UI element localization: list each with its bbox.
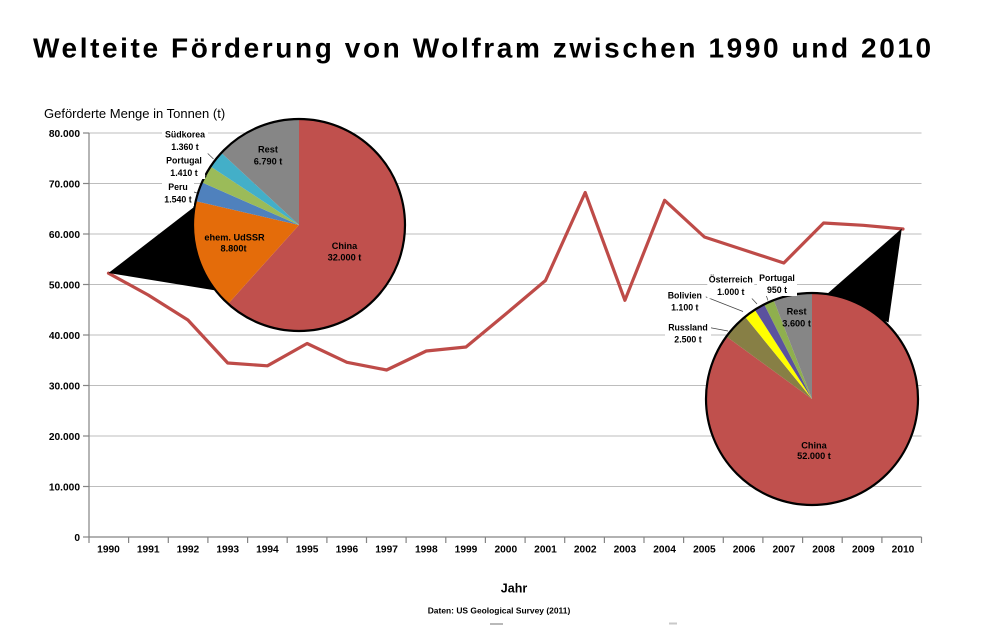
svg-text:ehem. UdSSR: ehem. UdSSR xyxy=(204,232,265,242)
svg-text:2001: 2001 xyxy=(534,545,557,556)
svg-text:2005: 2005 xyxy=(693,545,716,556)
svg-text:10.000: 10.000 xyxy=(49,482,80,493)
svg-text:1995: 1995 xyxy=(296,545,319,556)
svg-text:Geförderte Menge in Tonnen (t): Geförderte Menge in Tonnen (t) xyxy=(44,106,225,121)
svg-text:China: China xyxy=(801,441,827,451)
svg-text:China: China xyxy=(332,241,358,251)
svg-text:2000: 2000 xyxy=(494,545,517,556)
svg-text:1.000 t: 1.000 t xyxy=(717,287,744,297)
svg-text:2006: 2006 xyxy=(733,545,756,556)
svg-text:Jahr: Jahr xyxy=(501,582,528,596)
svg-text:2009: 2009 xyxy=(852,545,875,556)
svg-text:950 t: 950 t xyxy=(767,285,787,295)
svg-text:Österreich: Österreich xyxy=(709,275,753,285)
svg-text:1998: 1998 xyxy=(415,545,438,556)
svg-text:2004: 2004 xyxy=(653,545,676,556)
svg-text:1.360 t: 1.360 t xyxy=(171,142,198,152)
svg-text:1993: 1993 xyxy=(216,545,239,556)
svg-text:80.000: 80.000 xyxy=(49,129,80,140)
svg-text:1991: 1991 xyxy=(137,545,160,556)
svg-text:2002: 2002 xyxy=(574,545,597,556)
svg-text:1997: 1997 xyxy=(375,545,398,556)
svg-text:2003: 2003 xyxy=(614,545,637,556)
svg-text:3.600 t: 3.600 t xyxy=(782,318,811,328)
svg-text:1990: 1990 xyxy=(97,545,120,556)
svg-text:Rest: Rest xyxy=(787,307,807,317)
svg-text:8.800t: 8.800t xyxy=(220,244,246,254)
svg-text:Rest: Rest xyxy=(258,145,278,155)
svg-text:2008: 2008 xyxy=(812,545,835,556)
svg-text:60.000: 60.000 xyxy=(49,230,80,241)
svg-text:Südkorea: Südkorea xyxy=(165,129,205,139)
svg-text:Portugal: Portugal xyxy=(759,273,795,283)
svg-text:1994: 1994 xyxy=(256,545,279,556)
svg-text:2007: 2007 xyxy=(772,545,795,556)
svg-text:70.000: 70.000 xyxy=(49,179,80,190)
svg-text:Bolivien: Bolivien xyxy=(668,291,702,301)
svg-text:1.410 t: 1.410 t xyxy=(170,168,197,178)
svg-text:Portugal: Portugal xyxy=(166,155,202,165)
svg-text:20.000: 20.000 xyxy=(49,432,80,443)
svg-text:32.000 t: 32.000 t xyxy=(328,253,362,263)
svg-text:Daten: US Geological Survey (2: Daten: US Geological Survey (2011) xyxy=(428,606,571,616)
svg-text:2.500 t: 2.500 t xyxy=(674,334,701,344)
svg-text:1999: 1999 xyxy=(455,545,478,556)
svg-text:2010: 2010 xyxy=(892,545,915,556)
svg-text:1.540 t: 1.540 t xyxy=(164,195,191,205)
svg-text:1.100 t: 1.100 t xyxy=(671,302,698,312)
svg-text:6.790 t: 6.790 t xyxy=(254,157,283,167)
svg-text:50.000: 50.000 xyxy=(49,280,80,291)
svg-text:Welteite Förderung von Wolfram: Welteite Förderung von Wolfram zwischen … xyxy=(33,33,934,64)
svg-text:Russland: Russland xyxy=(668,323,708,333)
svg-text:0: 0 xyxy=(74,533,80,544)
svg-text:1992: 1992 xyxy=(177,545,200,556)
svg-text:40.000: 40.000 xyxy=(49,331,80,342)
svg-text:1996: 1996 xyxy=(336,545,359,556)
svg-text:30.000: 30.000 xyxy=(49,381,80,392)
svg-text:52.000 t: 52.000 t xyxy=(797,451,831,461)
svg-text:Peru: Peru xyxy=(168,182,188,192)
